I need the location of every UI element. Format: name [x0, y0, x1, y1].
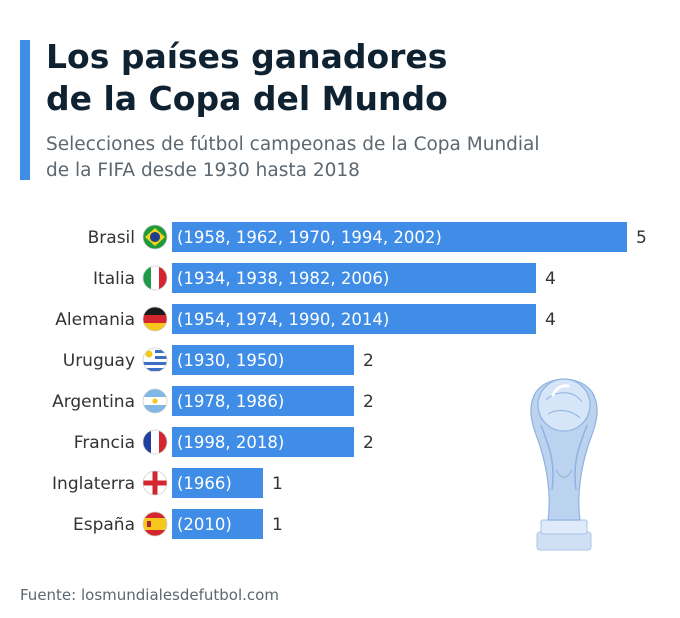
italy-flag-icon [142, 265, 168, 291]
spain-flag-icon [142, 511, 168, 537]
category-label: Italia [93, 269, 135, 289]
bar-years-label: (1998, 2018) [177, 433, 284, 452]
bar-row: Inglaterra (1966) 1 [52, 468, 283, 498]
bar-value-label: 1 [272, 474, 283, 494]
england-flag-icon [142, 470, 168, 496]
bar-years-label: (1934, 1938, 1982, 2006) [177, 269, 389, 288]
bar-years-label: (2010) [177, 515, 232, 534]
bar-row: Brasil (1958, 1962, 1970, 1994, 2002) 5 [88, 222, 647, 252]
bar-value-label: 2 [363, 392, 374, 412]
bar [172, 345, 354, 375]
category-label: Uruguay [63, 351, 135, 371]
bar [172, 222, 627, 252]
source-note: Fuente: losmundialesdefutbol.com [20, 586, 279, 604]
bar [172, 427, 354, 457]
subtitle-line-2: de la FIFA desde 1930 hasta 2018 [46, 160, 360, 181]
bar-value-label: 4 [545, 310, 556, 330]
title-line-1: Los países ganadores [46, 37, 448, 76]
subtitle-line-1: Selecciones de fútbol campeonas de la Co… [46, 134, 540, 155]
bar-row: Francia (1998, 2018) 2 [74, 427, 374, 457]
bar-years-label: (1930, 1950) [177, 351, 284, 370]
category-label: Inglaterra [52, 474, 135, 494]
category-label: Alemania [55, 310, 135, 330]
bar-value-label: 2 [363, 433, 374, 453]
bar-row: Alemania (1954, 1974, 1990, 2014) 4 [55, 304, 556, 334]
bar-value-label: 4 [545, 269, 556, 289]
bar-row: España (2010) 1 [73, 509, 283, 539]
category-label: Francia [74, 433, 135, 453]
chart-title: Los países ganadores de la Copa del Mund… [46, 36, 448, 120]
bar-years-label: (1958, 1962, 1970, 1994, 2002) [177, 228, 442, 247]
argentina-flag-icon [142, 388, 168, 414]
category-label: España [73, 515, 135, 535]
category-label: Argentina [52, 392, 135, 412]
bar-value-label: 5 [636, 228, 647, 248]
chart-subtitle: Selecciones de fútbol campeonas de la Co… [46, 132, 646, 184]
category-label: Brasil [88, 228, 135, 248]
title-line-2: de la Copa del Mundo [46, 79, 448, 118]
bar-value-label: 2 [363, 351, 374, 371]
uruguay-flag-icon [142, 347, 168, 373]
bar [172, 386, 354, 416]
bar [172, 304, 536, 334]
bar-row: Uruguay (1930, 1950) 2 [63, 345, 374, 375]
france-flag-icon [142, 429, 168, 455]
germany-flag-icon [142, 306, 168, 332]
bar-years-label: (1966) [177, 474, 232, 493]
bar-years-label: (1954, 1974, 1990, 2014) [177, 310, 389, 329]
bar-row: Italia (1934, 1938, 1982, 2006) 4 [93, 263, 556, 293]
brazil-flag-icon [142, 224, 168, 250]
bar [172, 263, 536, 293]
bar-row: Argentina (1978, 1986) 2 [52, 386, 374, 416]
accent-bar [20, 40, 30, 180]
bar-years-label: (1978, 1986) [177, 392, 284, 411]
world-cup-trophy-icon [530, 378, 598, 551]
bar [172, 509, 263, 539]
bar [172, 468, 263, 498]
bar-value-label: 1 [272, 515, 283, 535]
